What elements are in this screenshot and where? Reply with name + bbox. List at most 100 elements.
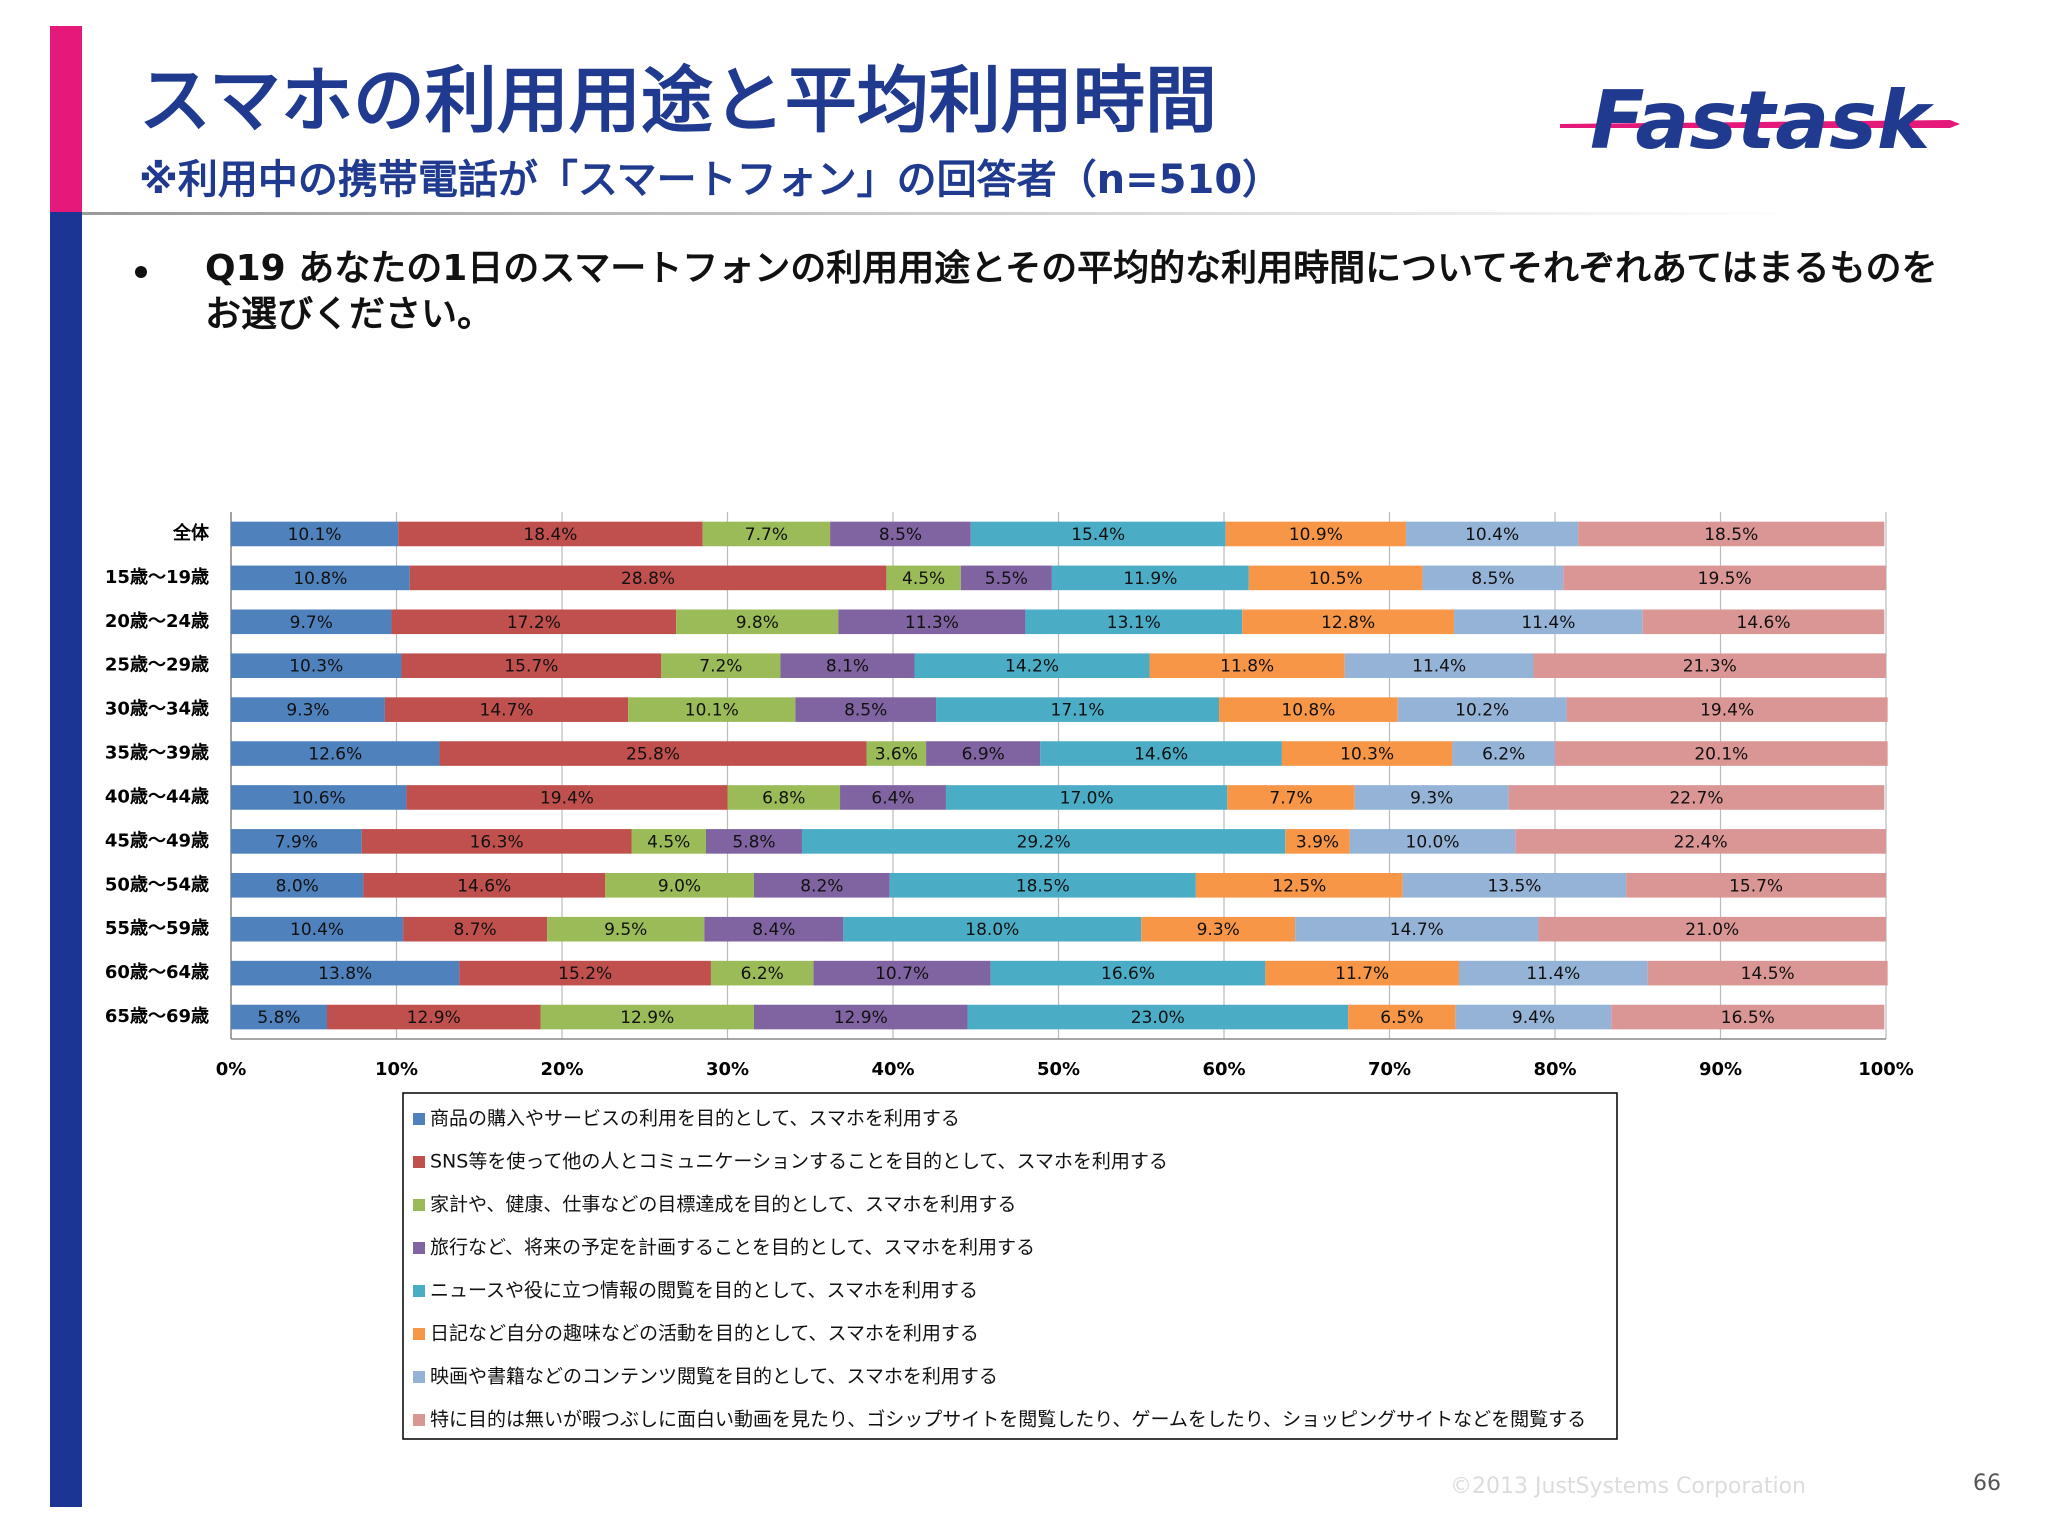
bar-segment <box>231 565 410 591</box>
subtitle: ※利用中の携帯電話が「スマートフォン」の回答者（n=510） <box>139 157 1282 203</box>
bar-value-label: 14.5% <box>1741 964 1795 984</box>
bar-value-label: 10.8% <box>293 569 347 589</box>
bar-value-label: 16.5% <box>1721 1008 1775 1028</box>
bar-value-label: 14.6% <box>457 876 511 896</box>
bar-segment <box>727 785 841 810</box>
bar-segment <box>1454 609 1643 635</box>
bar-segment <box>459 960 711 986</box>
bar-segment <box>1555 741 1888 766</box>
legend-swatch <box>413 1328 425 1340</box>
legend-swatch <box>413 1285 425 1297</box>
bar-segment <box>231 785 407 810</box>
bar-segment <box>840 785 946 810</box>
bar-value-label: 6.5% <box>1380 1008 1423 1028</box>
bar-segment <box>1422 565 1564 591</box>
question: Q19 あなたの1日のスマートフォンの利用用途とその平均的な利用時間についてそれ… <box>205 248 1938 335</box>
bar-segment <box>702 521 831 547</box>
y-tick-label: 40歳～44歳 <box>105 786 209 807</box>
bar-value-label: 5.5% <box>985 569 1028 589</box>
x-tick-label: 10% <box>375 1059 418 1080</box>
x-tick-label: 80% <box>1533 1059 1576 1080</box>
bullet <box>135 266 147 278</box>
bar-segment <box>838 609 1026 635</box>
bar-segment <box>398 521 703 547</box>
bar-segment <box>1348 1004 1456 1030</box>
bar-value-label: 10.0% <box>1406 832 1460 852</box>
accent-bar <box>50 26 82 212</box>
legend-label: 家計や、健康、仕事などの目標達成を目的として、スマホを利用する <box>430 1194 1016 1216</box>
bar-segment <box>1227 785 1355 810</box>
bar-segment <box>843 916 1142 942</box>
bar-segment <box>1040 741 1282 766</box>
bar-value-label: 10.1% <box>685 701 739 721</box>
bar-segment <box>1397 697 1567 722</box>
bar-value-label: 3.6% <box>875 745 918 765</box>
bar-value-label: 6.4% <box>871 788 914 808</box>
bar-segment <box>1025 609 1243 635</box>
bar-value-label: 5.8% <box>257 1008 300 1028</box>
bar-segment <box>801 829 1286 854</box>
bar-value-label: 10.5% <box>1309 569 1363 589</box>
bar-value-label: 12.6% <box>308 745 362 765</box>
y-tick-label: 65歳～69歳 <box>105 1006 209 1027</box>
header-rule <box>82 212 1802 215</box>
bar-value-label: 14.7% <box>480 701 534 721</box>
bar-segment <box>631 829 706 854</box>
copyright: ©2013 JustSystems Corporation <box>1450 1474 1806 1499</box>
bar-segment <box>960 565 1052 591</box>
bar-segment <box>813 960 991 986</box>
bar-segment <box>945 785 1228 810</box>
bar-value-label: 22.7% <box>1669 788 1723 808</box>
bar-value-label: 7.2% <box>699 657 742 677</box>
bar-segment <box>1626 872 1886 898</box>
bar-segment <box>231 609 392 635</box>
bar-segment <box>326 1004 541 1030</box>
bar-segment <box>628 697 796 722</box>
legend-swatch <box>413 1156 425 1168</box>
bar-value-label: 8.5% <box>844 701 887 721</box>
bar-value-label: 12.9% <box>407 1008 461 1028</box>
bar-value-label: 8.2% <box>800 876 843 896</box>
bar-value-label: 9.3% <box>1410 788 1453 808</box>
bar-value-label: 12.9% <box>620 1008 674 1028</box>
bar-segment <box>1611 1004 1885 1030</box>
legend-label: 商品の購入やサービスの利用を目的として、スマホを利用する <box>430 1108 960 1130</box>
y-tick-label: 60歳～64歳 <box>105 962 209 983</box>
bar-segment <box>231 916 404 942</box>
bar-segment <box>705 829 802 854</box>
bar-segment <box>1225 521 1407 547</box>
bar-segment <box>231 960 460 986</box>
bar-segment <box>1285 829 1350 854</box>
side-bar <box>50 212 82 1507</box>
x-tick-label: 60% <box>1202 1059 1245 1080</box>
y-tick-label: 50歳～54歳 <box>105 874 209 895</box>
bar-segment <box>1219 697 1398 722</box>
bar-value-label: 6.2% <box>1482 745 1525 765</box>
bar-value-label: 18.5% <box>1016 876 1070 896</box>
bar-segment <box>391 609 677 635</box>
bar-segment <box>1515 829 1886 854</box>
bar-value-label: 15.2% <box>558 964 612 984</box>
bar-segment <box>605 872 754 898</box>
bar-segment <box>361 829 632 854</box>
bar-segment <box>780 653 915 679</box>
y-tick-label: 55歳～59歳 <box>105 918 209 939</box>
bar-value-label: 19.5% <box>1698 569 1752 589</box>
bar-segment <box>1455 1004 1612 1030</box>
bar-value-label: 9.5% <box>604 920 647 940</box>
bar-value-label: 8.5% <box>879 525 922 545</box>
x-tick-label: 40% <box>871 1059 914 1080</box>
bar-value-label: 13.5% <box>1487 876 1541 896</box>
x-tick-label: 50% <box>1037 1059 1080 1080</box>
bar-segment <box>710 960 814 986</box>
bar-value-label: 7.9% <box>275 832 318 852</box>
bar-value-label: 10.4% <box>1465 525 1519 545</box>
bar-segment <box>540 1004 754 1030</box>
bar-value-label: 29.2% <box>1017 832 1071 852</box>
legend-box <box>402 1092 1618 1440</box>
bar-value-label: 22.4% <box>1674 832 1728 852</box>
bar-segment <box>967 1004 1349 1030</box>
bar-value-label: 19.4% <box>540 788 594 808</box>
bar-segment <box>990 960 1266 986</box>
bar-value-label: 23.0% <box>1131 1008 1185 1028</box>
